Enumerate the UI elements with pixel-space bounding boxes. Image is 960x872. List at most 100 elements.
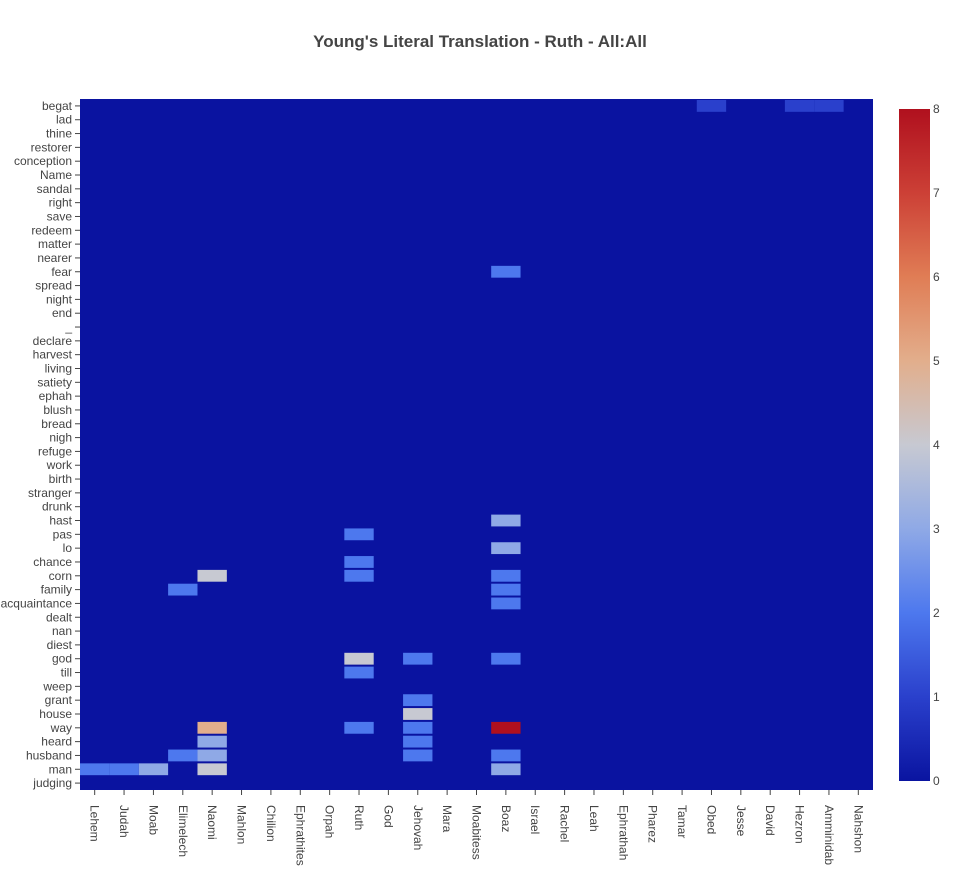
y-tick-label: right	[49, 196, 73, 210]
colorbar-tick-label: 1	[933, 690, 940, 704]
colorbar	[899, 109, 930, 781]
x-tick-label: Naomi	[205, 805, 219, 840]
x-axis-ticks: Lehem Judah Moab Elimelech Naomi Mahlon Chilio…	[88, 790, 865, 866]
heatmap-cell[interactable]	[403, 652, 433, 665]
y-tick-label: heard	[41, 735, 72, 749]
heatmap-cell[interactable]	[197, 721, 227, 734]
y-tick-label: declare	[33, 334, 73, 348]
heatmap-cell[interactable]	[138, 763, 169, 776]
y-tick-label: grant	[45, 693, 73, 707]
y-tick-label: corn	[49, 569, 72, 583]
x-tick-label: God	[381, 805, 395, 828]
heatmap-cell[interactable]	[344, 652, 374, 665]
heatmap-cell[interactable]	[168, 583, 198, 596]
heatmap-cell[interactable]	[80, 763, 110, 776]
y-tick-label: bread	[41, 417, 72, 431]
x-tick-label: Moab	[146, 805, 160, 835]
heatmap-cell[interactable]	[403, 708, 433, 720]
y-tick-label: judging	[32, 776, 72, 790]
heatmap-cell[interactable]	[344, 569, 374, 582]
y-tick-label: Name	[40, 168, 72, 182]
heatmap-cell[interactable]	[197, 749, 227, 762]
heatmap-cell[interactable]	[491, 597, 521, 610]
y-tick-label: end	[52, 306, 72, 320]
heatmap-cell[interactable]	[197, 735, 227, 748]
heatmap-cell[interactable]	[403, 694, 433, 707]
heatmap-cell[interactable]	[491, 583, 521, 596]
chart-title: Young's Literal Translation - Ruth - All…	[313, 32, 647, 51]
y-tick-label: chance	[33, 555, 72, 569]
y-tick-label: fear	[51, 265, 72, 279]
heatmap-cell[interactable]	[491, 749, 521, 762]
heatmap-cell[interactable]	[344, 556, 374, 568]
y-tick-label: ephah	[39, 389, 72, 403]
y-tick-label: way	[50, 721, 72, 735]
heatmap-cell[interactable]	[109, 763, 139, 776]
x-tick-label: Mahlon	[235, 805, 249, 844]
colorbar-tick-label: 2	[933, 606, 940, 620]
y-tick-label: birth	[49, 472, 72, 486]
y-tick-label: redeem	[31, 223, 72, 237]
heatmap-cell[interactable]	[696, 100, 727, 112]
heatmap-cell[interactable]	[168, 749, 198, 762]
y-tick-label: house	[39, 707, 72, 721]
x-tick-label: Judah	[117, 805, 131, 838]
y-tick-label: save	[47, 209, 73, 223]
heatmap-cell[interactable]	[197, 763, 227, 776]
y-tick-label: restorer	[31, 140, 72, 154]
heatmap-cell[interactable]	[491, 652, 521, 665]
x-tick-label: Nahshon	[851, 805, 865, 853]
y-tick-label: nan	[52, 624, 72, 638]
y-tick-label: husband	[26, 748, 72, 762]
x-tick-label: Leah	[587, 805, 601, 832]
y-tick-label: begat	[42, 99, 73, 113]
heatmap-cell[interactable]	[344, 528, 374, 541]
y-tick-label: acquaintance	[1, 596, 73, 610]
heatmap-cell[interactable]	[491, 265, 521, 278]
x-tick-label: David	[763, 805, 777, 836]
colorbar-tick-label: 0	[933, 774, 940, 788]
y-tick-label: weep	[42, 679, 72, 693]
x-tick-label: Obed	[704, 805, 718, 834]
heatmap-cell[interactable]	[344, 666, 374, 679]
y-tick-label: nearer	[37, 251, 72, 265]
colorbar-tick-label: 7	[933, 186, 940, 200]
y-tick-label: work	[46, 458, 73, 472]
heatmap-cell[interactable]	[403, 749, 433, 762]
y-tick-label: conception	[14, 154, 72, 168]
y-tick-label: blush	[43, 403, 72, 417]
x-tick-label: Boaz	[499, 805, 513, 832]
colorbar-tick-label: 8	[933, 102, 940, 116]
x-tick-label: Jehovah	[411, 805, 425, 850]
x-tick-label: Israel	[528, 805, 542, 834]
heatmap-cell[interactable]	[197, 569, 227, 582]
y-tick-label: sandal	[37, 182, 72, 196]
x-tick-label: Ephrathites	[293, 805, 307, 866]
y-tick-label: matter	[38, 237, 72, 251]
y-tick-label: stranger	[28, 486, 72, 500]
heatmap-cell[interactable]	[491, 514, 521, 527]
y-tick-label: living	[45, 361, 72, 375]
x-tick-label: Pharez	[646, 805, 660, 843]
heatmap-cell[interactable]	[403, 735, 433, 748]
heatmap-cell[interactable]	[491, 542, 521, 555]
heatmap-cell[interactable]	[814, 100, 844, 112]
x-tick-label: Jesse	[734, 805, 748, 837]
x-tick-label: Rachel	[558, 805, 572, 842]
heatmap-cell[interactable]	[491, 721, 521, 734]
heatmap-cell[interactable]	[344, 721, 374, 734]
y-tick-label: harvest	[33, 348, 73, 362]
colorbar-tick-label: 6	[933, 270, 940, 284]
y-tick-label: dealt	[46, 610, 73, 624]
heatmap-cell[interactable]	[491, 569, 521, 582]
colorbar-ticks: 0 1 2 3 4 5 6 7 8	[933, 102, 940, 788]
heatmap-cell[interactable]	[403, 721, 433, 734]
y-tick-label: satiety	[37, 375, 72, 389]
heatmap-cell[interactable]	[784, 100, 815, 112]
x-tick-label: Tamar	[675, 805, 689, 838]
colorbar-tick-label: 3	[933, 522, 940, 536]
y-tick-label: pas	[53, 527, 72, 541]
y-tick-label: spread	[35, 279, 72, 293]
heatmap-cell[interactable]	[491, 763, 521, 776]
